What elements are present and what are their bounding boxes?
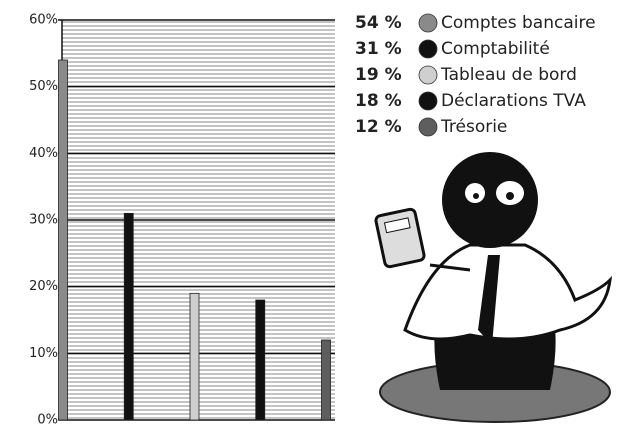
y-tick-label: 0%	[37, 413, 58, 427]
mascot	[374, 152, 613, 423]
y-tick-label: 30%	[29, 213, 58, 228]
bar	[321, 339, 331, 421]
y-tick-label: 40%	[29, 146, 58, 161]
legend-swatch	[418, 117, 438, 137]
bar	[189, 292, 200, 421]
legend-label: Trésorie	[440, 117, 507, 137]
legend-value: 12 %	[355, 117, 402, 137]
y-tick-label: 50%	[29, 79, 58, 94]
legend-value: 18 %	[355, 91, 402, 111]
legend-swatch	[418, 13, 438, 33]
legend-value: 31 %	[355, 39, 402, 59]
legend-label: Comptabilité	[441, 39, 550, 59]
bar	[58, 59, 68, 421]
legend-value: 19 %	[355, 65, 402, 85]
legend-swatch	[418, 91, 438, 111]
y-tick-label: 20%	[29, 279, 58, 294]
legend-label: Déclarations TVA	[441, 91, 586, 111]
y-tick-label: 10%	[29, 346, 58, 361]
legend-label: Comptes bancaire	[441, 13, 596, 33]
legend-swatch	[418, 65, 438, 85]
legend-value: 54 %	[355, 13, 402, 33]
legend-label: Tableau de bord	[440, 65, 577, 85]
bar	[255, 299, 266, 421]
legend-swatch	[418, 39, 438, 59]
bar	[123, 212, 134, 421]
y-tick-label: 60%	[29, 13, 58, 28]
